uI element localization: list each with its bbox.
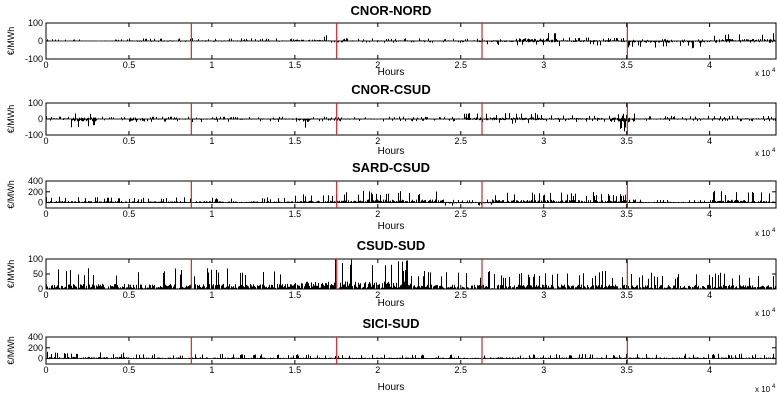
x-tick-label: 0.5 <box>123 136 136 146</box>
x-exponent: 4 <box>772 228 776 234</box>
y-tick-label: 400 <box>28 332 43 342</box>
x-tick-label: 2.5 <box>455 290 468 300</box>
x-tick-label: 3 <box>541 365 546 375</box>
x-tick-label: 1.5 <box>289 290 302 300</box>
x-tick-label: 2 <box>375 365 380 375</box>
x-multiplier: x 10 <box>755 309 771 318</box>
x-tick-label: 1.5 <box>289 136 302 146</box>
x-multiplier: x 10 <box>755 149 771 158</box>
x-exponent: 4 <box>772 148 776 154</box>
x-multiplier: x 10 <box>755 385 771 394</box>
y-tick-label: 400 <box>28 176 43 186</box>
x-tick-label: 0.5 <box>123 290 136 300</box>
x-tick-label: 1.5 <box>289 60 302 70</box>
panel-title: SARD-CSUD <box>352 160 430 175</box>
y-tick-label: 0 <box>38 354 43 364</box>
x-tick-label: 0.5 <box>123 60 136 70</box>
x-axis-label: Hours <box>378 67 405 78</box>
x-tick-label: 0.5 <box>123 365 136 375</box>
x-tick-label: 2 <box>375 136 380 146</box>
x-tick-label: 1 <box>209 290 214 300</box>
y-axis-label: €/MWh <box>6 260 16 289</box>
x-tick-label: 4 <box>707 60 712 70</box>
x-tick-label: 0 <box>43 290 48 300</box>
panel-4: CSUD-SUD 100 50 00 0.5 1 1.5 2 2.5 3 3.5 4 Hours €/MW… <box>6 238 777 318</box>
plot-frame <box>45 180 777 209</box>
x-tick-label: 1 <box>209 136 214 146</box>
panel-title: CSUD-SUD <box>357 238 426 253</box>
x-multiplier: x 10 <box>755 229 771 238</box>
plot-frame <box>45 336 777 365</box>
x-tick-label: 3.5 <box>620 60 633 70</box>
x-tick-label: 3 <box>541 60 546 70</box>
panel-title: CNOR-NORD <box>351 3 432 18</box>
x-tick-label: 2.5 <box>455 136 468 146</box>
x-tick-label: 1 <box>209 365 214 375</box>
y-axis-label: €/MWh <box>6 27 16 56</box>
y-tick-label: 0 <box>38 114 43 124</box>
x-tick-label: 3.5 <box>620 365 633 375</box>
x-tick-label: 3.5 <box>620 136 633 146</box>
x-tick-label: 2.5 <box>455 365 468 375</box>
x-exponent: 4 <box>772 308 776 314</box>
x-tick-label: 3.5 <box>620 290 633 300</box>
x-tick-label: 4 <box>707 290 712 300</box>
y-tick-label: 100 <box>28 18 43 28</box>
x-tick-label: 1 <box>209 60 214 70</box>
x-tick-label: 2.5 <box>455 209 468 219</box>
x-exponent: 4 <box>772 384 776 390</box>
x-tick-label: 4 <box>707 136 712 146</box>
y-tick-label: 50 <box>33 269 43 279</box>
panel-title: SICI-SUD <box>362 316 419 331</box>
x-multiplier: x 10 <box>755 69 771 78</box>
x-tick-label: 3.5 <box>620 209 633 219</box>
x-tick-label: 2.5 <box>455 60 468 70</box>
y-tick-label: 100 <box>28 98 43 108</box>
x-tick-label: 4 <box>707 365 712 375</box>
x-exponent: 4 <box>772 68 776 74</box>
x-tick-label: 0 <box>43 136 48 146</box>
y-axis-label: €/MWh <box>6 180 16 209</box>
y-tick-label: 0 <box>38 198 43 208</box>
x-tick-label: 2 <box>375 209 380 219</box>
series-trace <box>46 259 776 289</box>
x-tick-label: 3 <box>541 209 546 219</box>
x-axis-label: Hours <box>378 221 405 232</box>
x-tick-label: 3 <box>541 290 546 300</box>
series-trace <box>46 190 776 206</box>
y-tick-label: 0 <box>38 284 43 294</box>
y-axis-label: €/MWh <box>6 336 16 365</box>
y-tick-label: 100 <box>28 254 43 264</box>
x-tick-label: 1.5 <box>289 209 302 219</box>
y-axis-label: €/MWh <box>6 105 16 134</box>
series-trace <box>46 351 776 359</box>
x-tick-label: 0 <box>43 365 48 375</box>
x-tick-label: 3 <box>541 136 546 146</box>
y-tick-label: -100 <box>25 54 43 64</box>
x-tick-label: 1 <box>209 209 214 219</box>
x-tick-label: 1.5 <box>289 365 302 375</box>
x-axis-label: Hours <box>378 382 405 393</box>
x-tick-label: 0.5 <box>123 209 136 219</box>
y-tick-label: 0 <box>38 36 43 46</box>
y-tick-label: 200 <box>28 343 43 353</box>
x-tick-label: 4 <box>707 209 712 219</box>
x-axis-label: Hours <box>378 146 405 157</box>
x-tick-label: 2 <box>375 60 380 70</box>
y-tick-label: 200 <box>28 187 43 197</box>
x-tick-label: 2 <box>375 290 380 300</box>
x-axis-label: Hours <box>378 298 405 309</box>
x-tick-label: 0 <box>43 209 48 219</box>
y-tick-label: -100 <box>25 130 43 140</box>
panel-title: CNOR-CSUD <box>351 82 430 97</box>
x-tick-label: 0 <box>43 60 48 70</box>
series-trace <box>46 113 776 132</box>
